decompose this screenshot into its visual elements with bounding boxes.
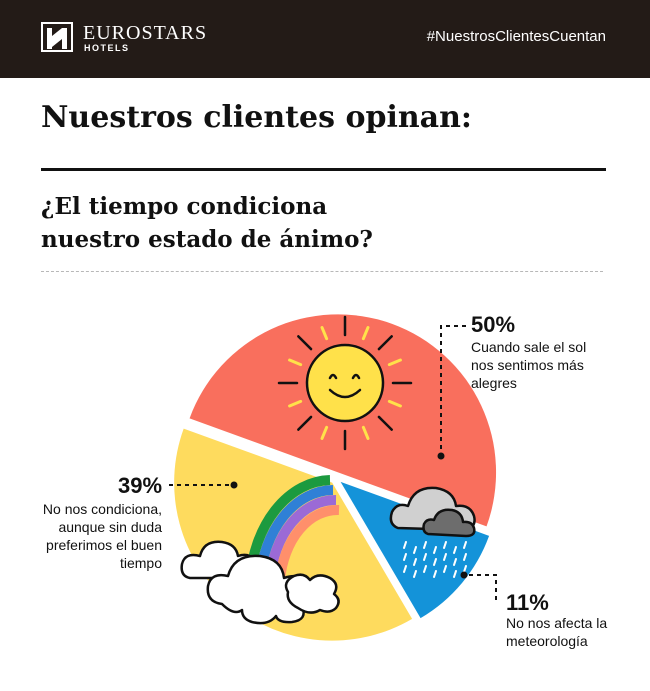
rainbow-desc-line-1: No nos condiciona, xyxy=(42,501,162,517)
rainbow-callout-dot xyxy=(230,481,238,489)
rain-drop xyxy=(453,558,457,566)
eurostars-logo-icon xyxy=(41,22,73,52)
title-divider xyxy=(41,168,606,171)
rainbow-desc-line-3: preferimos el buen xyxy=(46,537,162,553)
sun-ray xyxy=(387,399,402,408)
rain-drop xyxy=(413,558,417,566)
question-line-2: nuestro estado de ánimo? xyxy=(41,226,373,253)
rain-drop xyxy=(433,570,437,578)
rain-drop xyxy=(463,541,467,549)
sun-callout-dot xyxy=(437,452,445,460)
sun-description: Cuando sale el sol nos sentimos más aleg… xyxy=(471,338,621,392)
rain-cloud-icon xyxy=(389,486,476,578)
sun-ray xyxy=(297,335,313,351)
sun-ray xyxy=(320,326,329,341)
sun-callout-line xyxy=(440,325,466,455)
header-bar: EUROSTARS HOTELS #NuestrosClientesCuenta… xyxy=(0,0,650,78)
sun-ray xyxy=(361,425,370,440)
rain-drop xyxy=(463,553,467,561)
rainbow-description: No nos condiciona, aunque sin duda prefe… xyxy=(20,500,162,572)
hashtag-link[interactable]: #NuestrosClientesCuentan xyxy=(426,28,606,45)
brand-sub: HOTELS xyxy=(84,43,130,53)
sun-ray xyxy=(377,415,393,431)
sun-ray xyxy=(377,335,393,351)
rain-desc-line-2: meteorología xyxy=(506,633,588,649)
rain-callout-line xyxy=(466,574,497,600)
sun-ray xyxy=(288,358,303,367)
sun-ray xyxy=(361,326,370,341)
rain-drop xyxy=(433,546,437,554)
rain-drop xyxy=(443,565,447,573)
question-heading: ¿El tiempo condiciona nuestro estado de … xyxy=(41,190,461,256)
rain-drop xyxy=(463,565,467,573)
rain-drop xyxy=(433,558,437,566)
rain-drop xyxy=(413,570,417,578)
rain-drop xyxy=(443,541,447,549)
rain-drop xyxy=(443,553,447,561)
sun-desc-line-2: nos sentimos más xyxy=(471,357,584,373)
rain-drop xyxy=(413,546,417,554)
cloud-icon xyxy=(180,540,340,625)
rainbow-desc-line-2: aunque sin duda xyxy=(58,519,162,535)
page-title: Nuestros clientes opinan: xyxy=(41,100,472,135)
rain-drop xyxy=(423,553,427,561)
callout-leaders xyxy=(169,325,497,600)
rain-callout-dot xyxy=(460,571,468,579)
sun-ray xyxy=(288,399,303,408)
sun-desc-line-3: alegres xyxy=(471,375,517,391)
rain-drop xyxy=(403,565,407,573)
rain-desc-line-1: No nos afecta la xyxy=(506,615,608,631)
rain-drop xyxy=(453,570,457,578)
rainbow-percentage: 39% xyxy=(118,473,163,498)
rain-percentage: 11% xyxy=(506,590,549,615)
dashed-divider xyxy=(41,271,603,272)
rainbow-desc-line-4: tiempo xyxy=(119,555,162,571)
question-line-1: ¿El tiempo condiciona xyxy=(41,193,328,220)
sun-percentage: 50% xyxy=(471,312,516,337)
rain-drop xyxy=(403,553,407,561)
rain-drop xyxy=(453,546,457,554)
sun-ray xyxy=(387,358,402,367)
rain-drop xyxy=(423,565,427,573)
rain-description: No nos afecta la meteorología xyxy=(506,614,636,650)
rain-drop xyxy=(423,541,427,549)
sun-desc-line-1: Cuando sale el sol xyxy=(471,339,587,355)
brand-name: EUROSTARS xyxy=(83,22,208,44)
rain-drop xyxy=(403,541,407,549)
sun-ray xyxy=(297,415,313,431)
sun-ray xyxy=(320,425,329,440)
sun-icon xyxy=(277,315,413,451)
